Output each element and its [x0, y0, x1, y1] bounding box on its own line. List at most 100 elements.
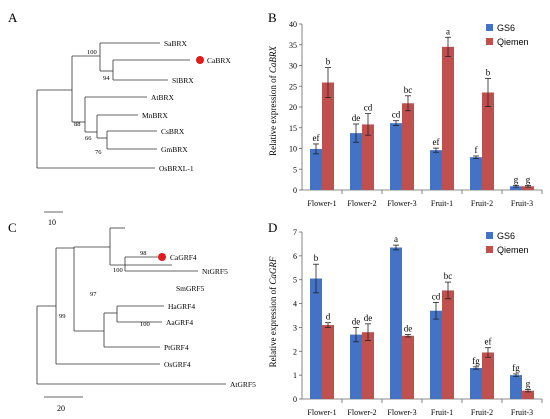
significance-label: g: [526, 378, 531, 388]
significance-label: de: [404, 324, 413, 334]
tip-label: SlBRX: [172, 76, 194, 85]
category-label: Fruit-3: [511, 199, 533, 208]
category-label: Fruit-2: [471, 199, 493, 208]
tip-label: MnBRX: [142, 111, 168, 120]
significance-label: de: [352, 316, 361, 326]
bar-gs6: [430, 150, 442, 190]
significance-label: de: [352, 113, 361, 123]
category-label: Fruit-3: [511, 408, 533, 417]
tip-label: AtGRF5: [230, 380, 256, 389]
y-tick-label: 30: [289, 62, 297, 71]
significance-label: bc: [404, 85, 413, 95]
bar-gs6: [310, 278, 322, 399]
bootstrap-value: 100: [87, 49, 97, 56]
y-tick-label: 2: [293, 347, 297, 356]
bootstrap-value: 94: [103, 75, 110, 82]
bar-qiemen: [522, 390, 534, 399]
y-tick-label: 5: [293, 165, 297, 174]
phylo-tree-c: [36, 227, 226, 385]
significance-label: ef: [485, 337, 492, 347]
bar-qiemen: [362, 124, 374, 190]
panel-label-a: A: [8, 10, 18, 25]
scale-bar-label: 20: [57, 404, 65, 413]
y-tick-label: 15: [289, 124, 297, 133]
bar-gs6: [390, 247, 402, 399]
y-tick-label: 5: [293, 276, 297, 285]
y-tick-label: 20: [289, 103, 297, 112]
bootstrap-value: 98: [140, 250, 147, 257]
y-axis-label-d: Relative expression of CaGRF: [268, 256, 278, 367]
bar-gs6: [470, 157, 482, 190]
tip-label: SaBRX: [164, 39, 188, 48]
tip-label: OsGRF4: [164, 360, 191, 369]
bootstrap-value: 100: [140, 321, 150, 328]
category-label: Flower-3: [387, 408, 416, 417]
significance-label: cd: [392, 110, 401, 120]
tip-label: GmBRX: [161, 145, 188, 154]
tip-label: CaGRF4: [170, 253, 197, 262]
category-label: Fruit-1: [431, 199, 453, 208]
significance-label: ef: [313, 133, 320, 143]
category-label: Flower-2: [347, 408, 376, 417]
legend-swatch-gs6: [486, 24, 493, 31]
tip-label: AtBRX: [151, 93, 175, 102]
y-tick-label: 1: [293, 371, 297, 380]
bootstrap-value: 76: [95, 149, 102, 156]
bar-qiemen: [482, 92, 494, 190]
scale-bar-label: 10: [48, 218, 56, 227]
bar-gs6: [350, 334, 362, 399]
y-tick-label: 4: [293, 300, 297, 309]
y-tick-label: 3: [293, 323, 297, 332]
bootstrap-value: 88: [74, 121, 81, 128]
legend-label: GS6: [497, 231, 515, 241]
y-tick-label: 40: [289, 20, 297, 29]
bar-qiemen: [322, 82, 334, 190]
significance-label: cd: [364, 103, 373, 113]
panel-label-c: C: [8, 220, 17, 235]
bar-gs6: [350, 133, 362, 190]
y-tick-label: 10: [289, 145, 297, 154]
panel-label-d: D: [268, 220, 277, 235]
bar-gs6: [430, 310, 442, 399]
y-tick-label: 7: [293, 228, 297, 237]
highlight-dot-cagrf4: [158, 253, 166, 261]
tip-label: CaBRX: [207, 56, 231, 65]
legend-label: Qiemen: [497, 245, 529, 255]
bar-qiemen: [362, 332, 374, 399]
bar-qiemen: [402, 335, 414, 399]
tip-label: OsBRXL-1: [159, 164, 194, 173]
significance-label: fg: [472, 356, 480, 366]
significance-label: ef: [433, 137, 440, 147]
bar-gs6: [510, 375, 522, 399]
bootstrap-value: 66: [85, 135, 92, 142]
bar-gs6: [470, 367, 482, 399]
significance-label: a: [394, 234, 398, 244]
significance-label: b: [486, 67, 491, 77]
bar-qiemen: [442, 290, 454, 399]
y-tick-label: 35: [289, 41, 297, 50]
significance-label: cd: [432, 291, 441, 301]
legend-swatch-qiemen: [486, 38, 493, 45]
y-tick-label: 25: [289, 82, 297, 91]
tip-label: NtGRF5: [202, 267, 228, 276]
category-label: Flower-3: [387, 199, 416, 208]
bootstrap-value: 97: [90, 291, 97, 298]
category-label: Flower-2: [347, 199, 376, 208]
y-tick-label: 0: [293, 395, 297, 404]
bootstrap-value: 100: [113, 267, 123, 274]
bar-qiemen: [322, 325, 334, 399]
significance-label: b: [326, 57, 331, 67]
category-label: Fruit-2: [471, 408, 493, 417]
bar-gs6: [510, 186, 522, 190]
significance-label: de: [364, 313, 373, 323]
significance-label: f: [475, 145, 478, 155]
bar-qiemen: [402, 103, 414, 190]
significance-label: g: [514, 174, 519, 184]
bar-gs6: [310, 148, 322, 190]
legend-label: Qiemen: [497, 37, 529, 47]
category-label: Flower-1: [307, 199, 336, 208]
bar-qiemen: [522, 186, 534, 190]
y-axis-label-b: Relative expression of CaBRX: [268, 46, 278, 156]
